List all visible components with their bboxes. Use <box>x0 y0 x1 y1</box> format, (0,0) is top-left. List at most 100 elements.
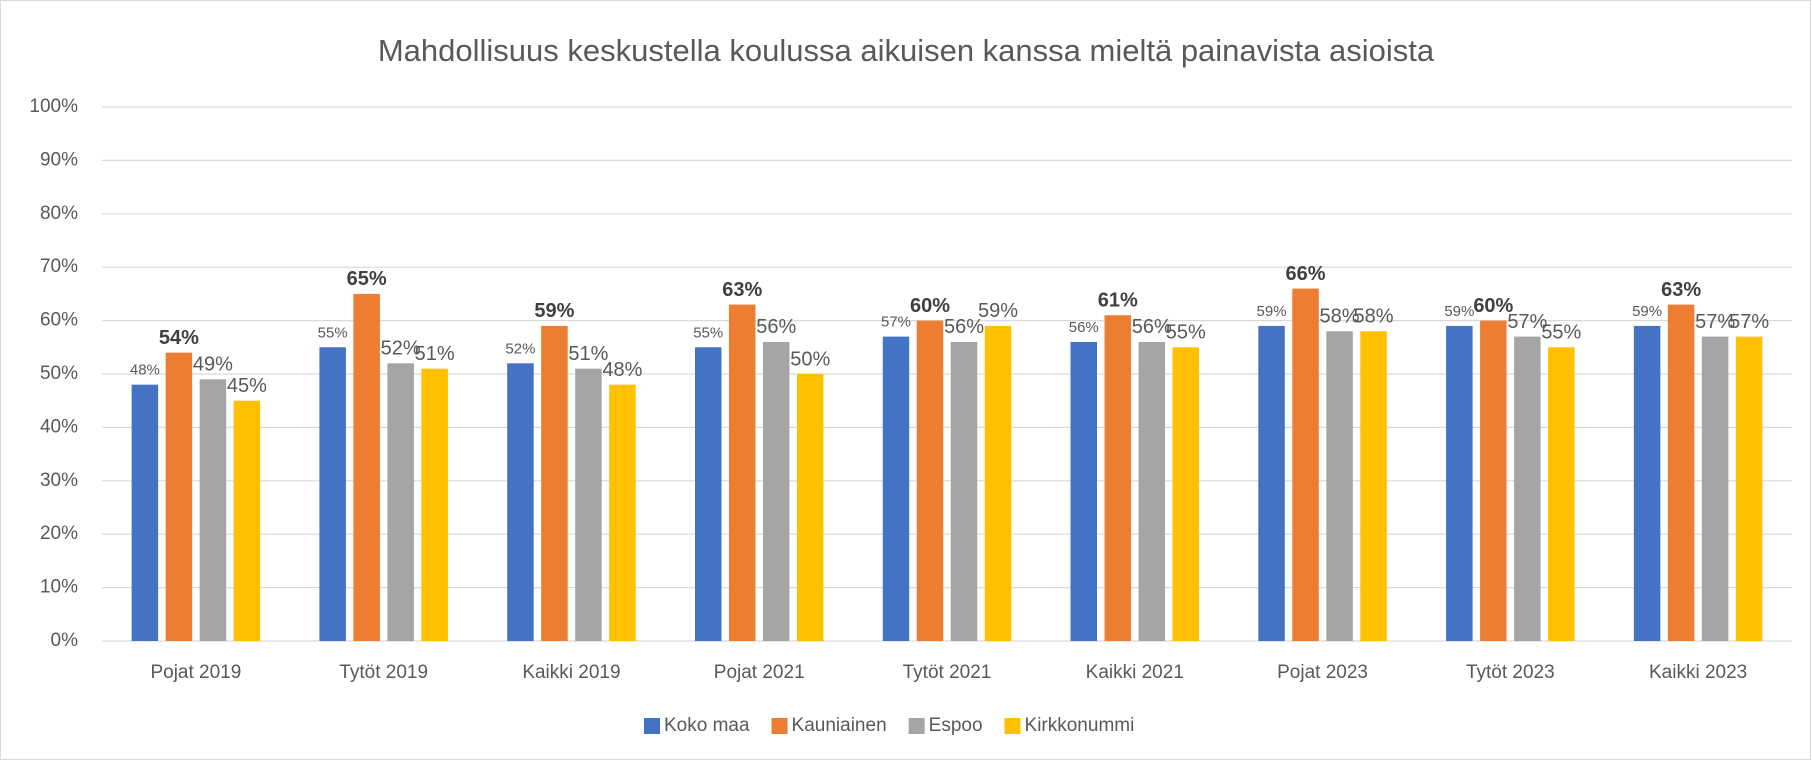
bar <box>1735 336 1763 641</box>
data-label: 65% <box>347 268 387 290</box>
data-label: 59% <box>1444 303 1474 320</box>
bar <box>1326 331 1353 641</box>
data-label: 59% <box>978 300 1018 322</box>
bar <box>1104 315 1132 641</box>
bar <box>1138 341 1166 641</box>
legend-swatch <box>644 718 660 734</box>
bar <box>131 384 159 641</box>
bar <box>916 320 944 641</box>
data-label: 56% <box>1069 319 1099 336</box>
y-tick-label: 20% <box>40 523 78 544</box>
data-label: 58% <box>1354 306 1394 328</box>
x-tick-label: Kaikki 2023 <box>1649 662 1747 683</box>
bar <box>387 363 414 641</box>
data-label: 57% <box>1507 311 1547 333</box>
data-label: 55% <box>693 324 723 341</box>
bar <box>353 293 380 641</box>
data-label: 55% <box>1166 322 1206 344</box>
bar <box>694 347 722 641</box>
data-label: 55% <box>1541 322 1581 344</box>
data-label: 51% <box>415 343 455 365</box>
bar <box>1292 288 1319 641</box>
bar <box>1667 304 1695 641</box>
data-label: 66% <box>1286 263 1326 285</box>
bar <box>1258 325 1285 641</box>
x-tick-label: Kaikki 2019 <box>522 662 620 683</box>
data-label: 50% <box>790 348 830 370</box>
data-label: 48% <box>130 362 160 379</box>
data-label: 59% <box>1632 303 1662 320</box>
legend-swatch <box>771 718 788 734</box>
data-label: 57% <box>881 314 911 331</box>
data-label: 49% <box>193 354 233 376</box>
data-label: 59% <box>1257 303 1287 320</box>
bar <box>1514 336 1541 641</box>
x-tick-label: Tytöt 2023 <box>1466 662 1555 683</box>
data-label: 57% <box>1729 311 1769 333</box>
data-label: 63% <box>722 279 762 301</box>
legend-label: Espoo <box>929 715 983 736</box>
y-tick-label: 0% <box>51 630 79 651</box>
data-label: 56% <box>944 316 984 338</box>
legend-label: Koko maa <box>664 715 750 736</box>
data-label: 56% <box>1132 316 1172 338</box>
data-label: 45% <box>227 375 267 397</box>
bar <box>575 368 602 641</box>
data-label: 51% <box>568 343 608 365</box>
bar <box>882 336 910 641</box>
bar <box>1701 336 1729 641</box>
y-tick-label: 90% <box>40 149 78 170</box>
bar <box>507 363 534 641</box>
x-tick-label: Tytöt 2021 <box>903 662 992 683</box>
data-label: 63% <box>1661 279 1701 301</box>
bar <box>1633 325 1661 641</box>
bar <box>1480 320 1507 641</box>
data-label: 56% <box>756 316 796 338</box>
y-tick-label: 100% <box>29 96 78 117</box>
bar <box>1070 341 1098 641</box>
data-label: 57% <box>1695 311 1735 333</box>
bar <box>609 384 636 641</box>
bar <box>319 347 346 641</box>
bar <box>984 325 1012 641</box>
y-tick-label: 60% <box>40 310 78 331</box>
y-tick-label: 40% <box>40 416 78 437</box>
bar <box>1446 325 1473 641</box>
bar <box>1548 347 1575 641</box>
data-label: 55% <box>318 324 348 341</box>
legend-label: Kirkkonummi <box>1025 715 1135 736</box>
data-label: 48% <box>602 359 642 381</box>
bar <box>950 341 978 641</box>
bar <box>199 379 227 641</box>
x-tick-label: Pojat 2019 <box>150 662 241 683</box>
legend-swatch <box>1004 718 1021 734</box>
y-tick-label: 80% <box>40 203 78 224</box>
bar <box>233 400 261 641</box>
bar <box>728 304 756 641</box>
bar <box>1172 347 1200 641</box>
y-tick-label: 70% <box>40 256 78 277</box>
chart-title: Mahdollisuus keskustella koulussa aikuis… <box>378 33 1435 68</box>
data-label: 58% <box>1320 306 1360 328</box>
data-label: 52% <box>505 340 535 357</box>
bar <box>165 352 193 641</box>
data-label: 52% <box>381 338 421 360</box>
data-label: 61% <box>1098 290 1138 312</box>
y-tick-label: 50% <box>40 363 78 384</box>
data-label: 60% <box>1473 295 1513 317</box>
x-tick-label: Kaikki 2021 <box>1086 662 1184 683</box>
x-tick-label: Pojat 2021 <box>714 662 805 683</box>
bar <box>541 325 568 641</box>
legend-label: Kauniainen <box>792 715 887 736</box>
data-label: 60% <box>910 295 950 317</box>
y-tick-label: 10% <box>40 577 78 598</box>
bar <box>421 368 448 641</box>
data-label: 59% <box>534 300 574 322</box>
bar <box>1360 331 1387 641</box>
data-label: 54% <box>159 327 199 349</box>
y-tick-label: 30% <box>40 470 78 491</box>
x-tick-label: Tytöt 2019 <box>339 662 428 683</box>
bar <box>796 374 824 641</box>
legend-swatch <box>908 718 925 734</box>
